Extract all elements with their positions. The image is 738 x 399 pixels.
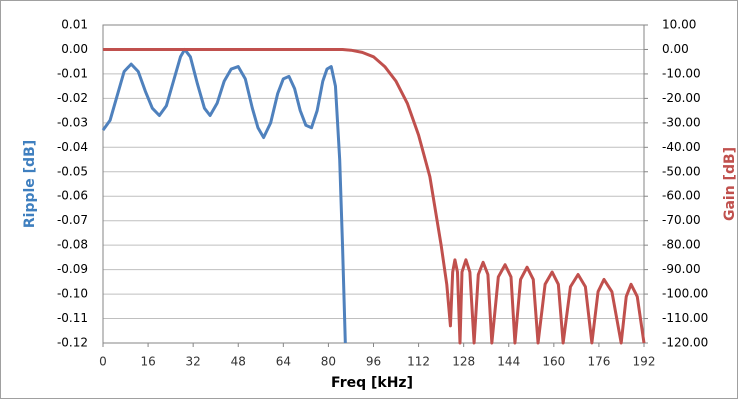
y-tick-label: -0.06 [57, 189, 88, 203]
y2-tick-label: -110.00 [662, 311, 708, 325]
y-tick-label: -0.03 [57, 115, 88, 129]
y-tick-label: -0.04 [57, 140, 88, 154]
y2-tick-label: -50.00 [662, 164, 701, 178]
y2-tick-label: -10.00 [662, 66, 701, 80]
y2-tick-label: -80.00 [662, 238, 701, 252]
y-axis-title: Ripple [dB] [22, 140, 38, 228]
y2-tick-label: -120.00 [662, 336, 708, 350]
y-tick-label: -0.05 [57, 164, 88, 178]
x-tick-label: 64 [276, 355, 291, 369]
x-tick-label: 160 [542, 355, 565, 369]
x-tick-label: 176 [587, 355, 610, 369]
y2-tick-label: -60.00 [662, 189, 701, 203]
x-tick-label: 80 [321, 355, 336, 369]
y-tick-label: -0.01 [57, 66, 88, 80]
x-tick-label: 32 [186, 355, 201, 369]
x-tick-label: 48 [231, 355, 246, 369]
y-tick-label: 0.00 [61, 42, 88, 56]
y2-tick-label: 0.00 [662, 42, 689, 56]
series-line [103, 47, 646, 345]
y2-tick-label: -40.00 [662, 140, 701, 154]
y-tick-label: 0.01 [61, 18, 88, 32]
y2-tick-label: -20.00 [662, 91, 701, 105]
y2-tick-label: -100.00 [662, 287, 708, 301]
series-line [101, 47, 347, 344]
plot-border [102, 24, 645, 344]
x-tick-label: 0 [99, 355, 107, 369]
x-axis-title: Freq [kHz] [331, 375, 413, 391]
x-tick-label: 112 [407, 355, 430, 369]
y-tick-label: -0.02 [57, 91, 88, 105]
y-tick-label: -0.08 [57, 238, 88, 252]
y2-tick-label: -70.00 [662, 213, 701, 227]
x-tick-label: 16 [140, 355, 155, 369]
y-tick-label: -0.09 [57, 262, 88, 276]
y-tick-label: -0.12 [57, 336, 88, 350]
y-tick-label: -0.10 [57, 287, 88, 301]
x-tick-label: 128 [452, 355, 475, 369]
y2-axis-title: Gain [dB] [722, 147, 738, 221]
x-tick-label: 144 [497, 355, 520, 369]
y2-tick-label: -90.00 [662, 262, 701, 276]
y-tick-label: -0.11 [57, 311, 88, 325]
x-tick-label: 192 [633, 355, 656, 369]
y-tick-label: -0.07 [57, 213, 88, 227]
y2-tick-label: -30.00 [662, 115, 701, 129]
x-tick-label: 96 [366, 355, 381, 369]
y2-tick-label: 10.00 [662, 18, 696, 32]
